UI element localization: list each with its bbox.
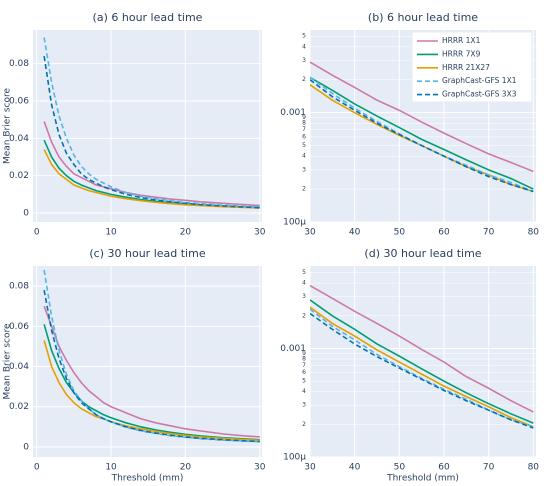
panel-title: (b) 6 hour lead time xyxy=(368,11,478,24)
y-tick-label: 7 xyxy=(302,126,306,133)
y-tick-label: 0.02 xyxy=(9,402,29,412)
y-tick-label: 4 xyxy=(302,388,306,395)
y-tick-label: 0 xyxy=(23,209,29,219)
x-tick-label: 30 xyxy=(304,228,316,238)
y-tick-label: 5 xyxy=(302,269,306,276)
y-tick-label: 3 xyxy=(302,166,306,173)
y-tick-label: 0.08 xyxy=(9,59,29,69)
y-axis-label: Mean Brier score xyxy=(3,323,13,400)
x-tick-label: 80 xyxy=(528,463,540,473)
series-line xyxy=(43,121,260,207)
y-tick-label: 0.001 xyxy=(280,344,306,354)
y-tick-label: 7 xyxy=(302,362,306,369)
x-tick-label: 10 xyxy=(105,228,117,238)
lines xyxy=(43,269,260,443)
plot-area xyxy=(33,266,262,457)
series-line xyxy=(310,76,534,190)
x-tick-label: 60 xyxy=(438,463,450,473)
y-tick-label: 6 xyxy=(302,133,306,140)
y-tick-label: 100µ xyxy=(283,453,306,463)
x-tick-label: 50 xyxy=(394,228,406,238)
y-axis-label: Mean Brier score xyxy=(3,88,13,165)
x-tick-label: 20 xyxy=(180,228,192,238)
series-line xyxy=(310,312,534,429)
y-tick-label: 9 xyxy=(302,114,306,121)
lines xyxy=(43,37,260,209)
y-tick-label: 0.06 xyxy=(9,322,29,332)
series-line xyxy=(43,37,260,208)
x-tick-label: 70 xyxy=(483,463,495,473)
series-line xyxy=(310,306,534,428)
y-tick-label: 4 xyxy=(302,43,306,50)
lines xyxy=(310,284,534,429)
y-tick-label: 0 xyxy=(23,442,29,452)
y-tick-label: 3 xyxy=(302,57,306,64)
y-tick-label: 8 xyxy=(302,355,306,362)
x-tick-label: 0 xyxy=(34,228,40,238)
series-line xyxy=(310,299,534,424)
panel-title: (c) 30 hour lead time xyxy=(89,247,205,260)
series-line xyxy=(310,308,534,428)
series-line xyxy=(310,284,534,413)
y-tick-label: 3 xyxy=(302,402,306,409)
series-line xyxy=(43,149,260,209)
x-axis-label: Threshold (mm) xyxy=(386,474,459,484)
y-tick-label: 6 xyxy=(302,369,306,376)
y-tick-label: 0.04 xyxy=(9,134,29,144)
x-tick-label: 20 xyxy=(180,463,192,473)
panel-title: (d) 30 hour lead time xyxy=(364,247,481,260)
x-tick-label: 50 xyxy=(394,463,406,473)
x-tick-label: 80 xyxy=(528,228,540,238)
legend-label: HRRR 7X9 xyxy=(442,49,481,58)
y-tick-label: 2 xyxy=(302,186,306,193)
legend-label: GraphCast-GFS 3X3 xyxy=(442,90,517,99)
x-tick-label: 60 xyxy=(438,228,450,238)
y-tick-label: 5 xyxy=(302,33,306,40)
y-tick-label: 5 xyxy=(302,142,306,149)
y-tick-label: 2 xyxy=(302,421,306,428)
lines xyxy=(310,61,534,193)
x-tick-label: 30 xyxy=(254,463,266,473)
y-tick-label: 0.04 xyxy=(9,362,29,372)
y-tick-label: 9 xyxy=(302,350,306,357)
legend-label: HRRR 1X1 xyxy=(442,36,481,45)
series-line xyxy=(310,79,534,193)
y-tick-label: 2 xyxy=(302,312,306,319)
x-axis-label: Threshold (mm) xyxy=(111,474,184,484)
series-line xyxy=(43,324,260,441)
y-tick-label: 4 xyxy=(302,153,306,160)
legend-label: GraphCast-GFS 1X1 xyxy=(442,76,517,85)
x-tick-label: 40 xyxy=(349,463,361,473)
legend-label: HRRR 21X27 xyxy=(442,63,490,72)
y-tick-label: 5 xyxy=(302,378,306,385)
series-line xyxy=(43,56,260,209)
series-line xyxy=(43,269,260,443)
plot-area xyxy=(310,266,536,457)
y-tick-label: 2 xyxy=(302,76,306,83)
x-tick-label: 0 xyxy=(34,463,40,473)
y-tick-label: 4 xyxy=(302,280,306,287)
plot-area xyxy=(33,30,262,222)
series-line xyxy=(310,61,534,173)
y-tick-label: 3 xyxy=(302,293,306,300)
y-tick-label: 8 xyxy=(302,120,306,127)
series-line xyxy=(43,305,260,438)
y-tick-label: 100µ xyxy=(283,218,306,228)
series-line xyxy=(43,289,260,443)
y-tick-label: 0.001 xyxy=(280,108,306,118)
x-tick-label: 10 xyxy=(105,463,117,473)
y-tick-label: 0.08 xyxy=(9,282,29,292)
panel-title: (a) 6 hour lead time xyxy=(93,11,203,24)
y-tick-label: 0.02 xyxy=(9,171,29,181)
x-tick-label: 40 xyxy=(349,228,361,238)
x-tick-label: 30 xyxy=(254,228,266,238)
y-tick-label: 0.06 xyxy=(9,96,29,106)
x-tick-label: 30 xyxy=(304,463,316,473)
x-tick-label: 70 xyxy=(483,228,495,238)
